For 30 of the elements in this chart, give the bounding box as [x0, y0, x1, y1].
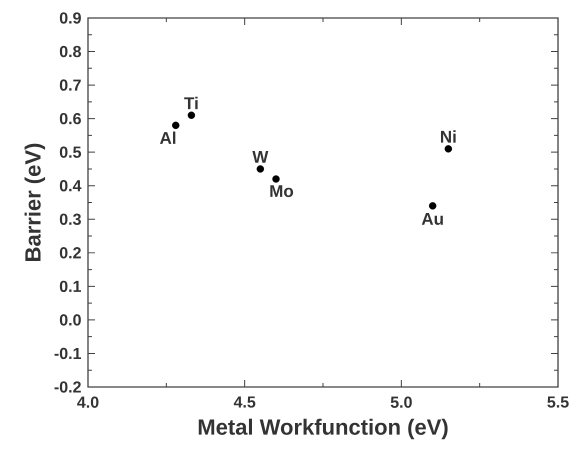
annotation: Ti	[184, 96, 198, 110]
x-tick-label: 4.5	[234, 396, 256, 408]
y-tick-label: 0.1	[60, 280, 82, 292]
y-tick-label: 0.0	[60, 314, 81, 326]
annotation: Ni	[440, 130, 456, 143]
annotation: W	[252, 151, 268, 163]
y-tick-label: 0.4	[60, 180, 82, 192]
y-tick-label: 0.5	[60, 146, 82, 158]
annotation: Al	[160, 132, 176, 144]
point	[428, 202, 436, 210]
y-tick-label: 0.2	[60, 247, 81, 258]
y-tick-label: -0.1	[54, 348, 82, 360]
annotation: Au	[422, 213, 443, 225]
point	[172, 122, 180, 130]
annotation: Mo	[270, 185, 294, 198]
point	[444, 145, 452, 153]
y-tick-label: -0.2	[54, 381, 81, 393]
x-tick-label: 5.5	[547, 396, 569, 408]
x-tick-label: 4.0	[77, 396, 98, 408]
y-tick-label: 0.9	[60, 12, 81, 24]
y-tick-label: 0.8	[60, 46, 81, 58]
y-tick-label: 0.6	[60, 112, 81, 124]
x-axis-title: Metal Workfunction (eV)	[198, 418, 448, 440]
x-tick-label: 5.0	[390, 396, 412, 408]
point	[256, 165, 264, 173]
y-tick-label: 0.7	[60, 79, 81, 91]
point	[272, 175, 280, 183]
point	[188, 112, 196, 119]
y-tick-label: 0.3	[60, 214, 81, 225]
y-axis-title: Barrier (eV)	[24, 144, 46, 261]
